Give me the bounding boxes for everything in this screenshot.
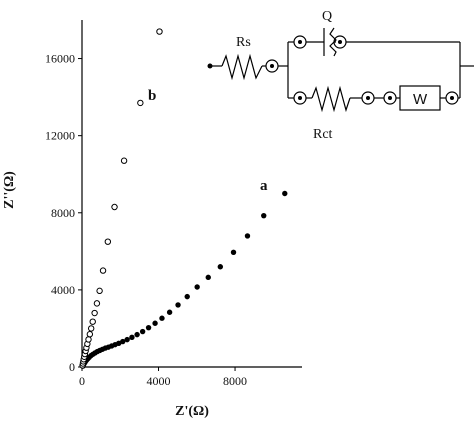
series-a-point xyxy=(134,331,140,338)
series-a-point xyxy=(139,328,146,335)
series-a-point xyxy=(230,249,237,255)
equivalent-circuit-inset xyxy=(207,27,474,113)
series-a-point xyxy=(129,334,135,341)
y-axis-label: Z''(Ω) xyxy=(2,171,17,209)
x-tick-label: 8000 xyxy=(223,374,247,388)
y-tick-label: 16000 xyxy=(45,52,75,66)
series-a-point xyxy=(184,293,190,300)
series-b-point xyxy=(99,267,107,274)
x-axis-label: Z'(Ω) xyxy=(175,404,209,419)
node-w-left-dot xyxy=(388,96,392,100)
series-b-point xyxy=(111,203,118,211)
cpe-plate-right xyxy=(329,27,337,57)
node-rct-left-dot xyxy=(298,96,302,100)
series-b-point xyxy=(96,287,103,295)
y-ticks: 0 4000 8000 12000 16000 xyxy=(45,52,82,374)
series-a-point xyxy=(159,315,165,321)
series-a-point xyxy=(194,284,200,290)
w-label: W xyxy=(413,91,428,108)
series-a-point xyxy=(217,264,224,270)
x-ticks: 0 4000 8000 xyxy=(79,367,247,388)
series-b-point xyxy=(156,28,163,35)
series-b-point xyxy=(93,300,101,307)
series-a-point xyxy=(282,190,288,197)
series-b-point xyxy=(87,325,95,332)
x-tick-label: 4000 xyxy=(147,374,171,388)
series-b-label: b xyxy=(148,88,156,104)
node-rct-right-dot xyxy=(366,96,370,100)
node-q-right-dot xyxy=(338,40,342,44)
circuit-start-dot xyxy=(207,63,213,69)
y-tick-label: 8000 xyxy=(51,206,75,220)
series-a-point xyxy=(175,302,181,308)
y-tick-label: 4000 xyxy=(51,283,75,297)
q-label: Q xyxy=(322,9,332,24)
series-a-point xyxy=(244,233,251,239)
series-a-point xyxy=(124,336,130,343)
series-a-point xyxy=(166,309,173,315)
series-b-point xyxy=(120,157,128,164)
series-b-point xyxy=(86,331,94,338)
series-a-points xyxy=(80,190,288,369)
node-rs-dot xyxy=(270,64,274,68)
x-tick-label: 0 xyxy=(79,374,85,388)
y-tick-label: 12000 xyxy=(45,129,75,143)
node-w-right-dot xyxy=(450,96,454,100)
series-b-point xyxy=(89,318,96,325)
series-b-point xyxy=(137,99,144,107)
series-a-label: a xyxy=(260,178,268,194)
rs-resistor-symbol xyxy=(221,53,263,81)
series-b-point xyxy=(91,309,98,317)
rct-resistor-symbol xyxy=(311,85,351,113)
series-a-point xyxy=(145,324,152,331)
series-b-point xyxy=(104,238,112,245)
rs-label: Rs xyxy=(236,35,251,50)
y-tick-label: 0 xyxy=(69,360,75,374)
series-a-point xyxy=(120,338,126,345)
series-b-points xyxy=(79,28,163,369)
series-a-point xyxy=(261,212,267,219)
series-a-point xyxy=(152,320,158,326)
node-q-left-dot xyxy=(298,40,302,44)
series-b-point xyxy=(85,336,92,343)
rct-label: Rct xyxy=(313,127,333,142)
series-a-point xyxy=(205,274,211,281)
